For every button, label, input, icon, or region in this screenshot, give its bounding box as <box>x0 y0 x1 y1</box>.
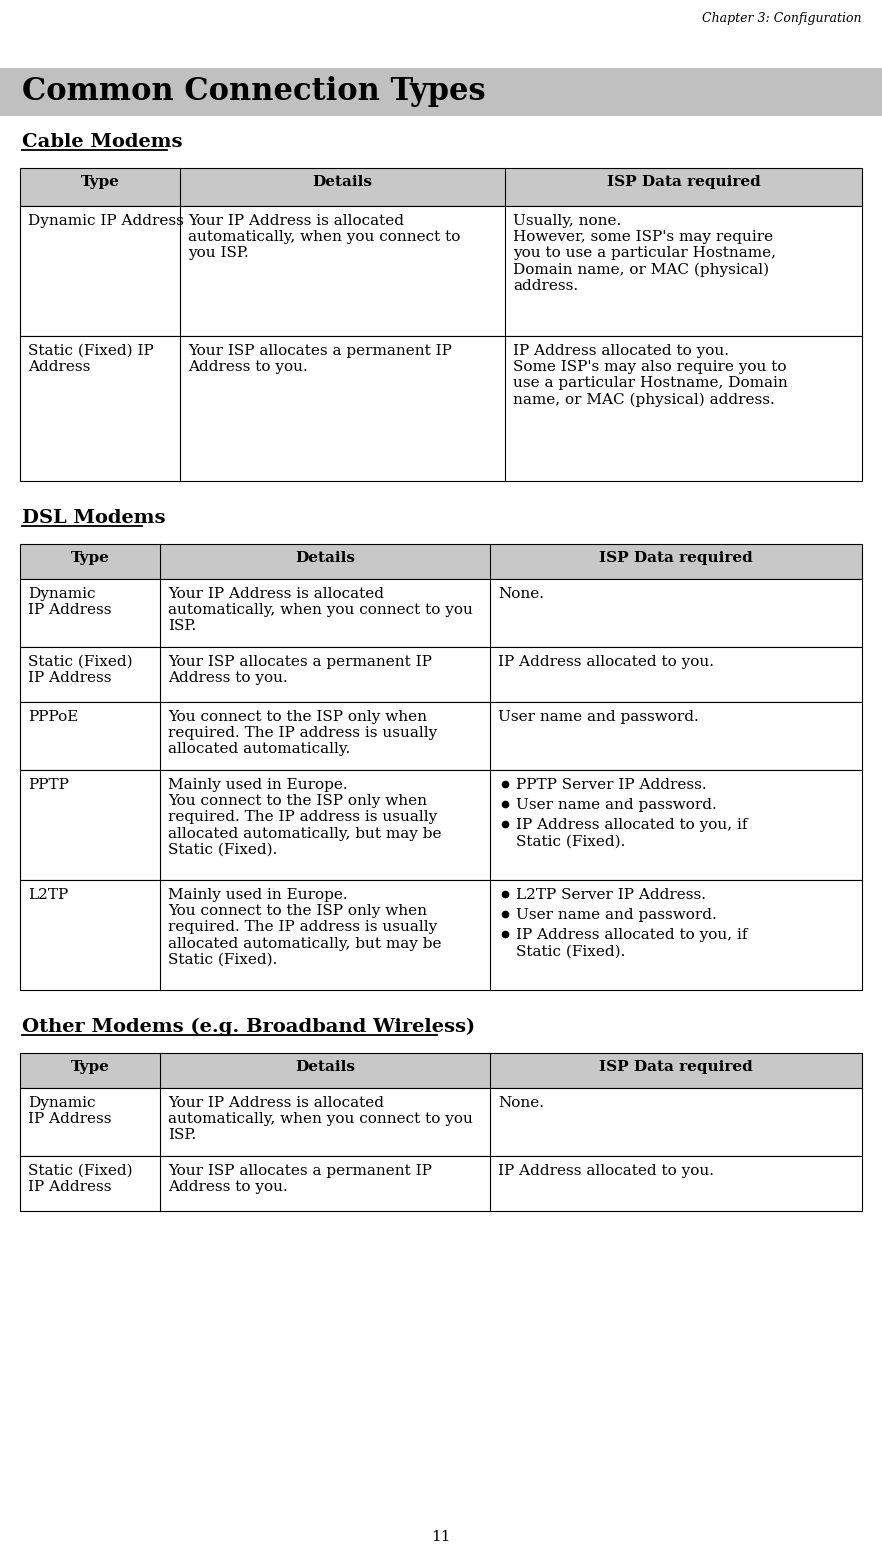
Text: None.: None. <box>498 1096 544 1110</box>
Bar <box>20 336 862 480</box>
Text: Your IP Address is allocated
automatically, when you connect to you
ISP.: Your IP Address is allocated automatical… <box>168 586 473 633</box>
Text: ISP Data required: ISP Data required <box>607 176 760 190</box>
Bar <box>20 1088 862 1155</box>
Text: Other Modems (e.g. Broadband Wireless): Other Modems (e.g. Broadband Wireless) <box>22 1019 475 1036</box>
Bar <box>20 647 862 701</box>
Text: Dynamic
IP Address: Dynamic IP Address <box>28 586 111 617</box>
Text: Your IP Address is allocated
automatically, when you connect to you
ISP.: Your IP Address is allocated automatical… <box>168 1096 473 1143</box>
Bar <box>20 1155 862 1211</box>
Text: User name and password.: User name and password. <box>516 908 717 922</box>
Text: Dynamic
IP Address: Dynamic IP Address <box>28 1096 111 1126</box>
Bar <box>20 880 862 991</box>
Text: User name and password.: User name and password. <box>498 711 699 725</box>
Text: Type: Type <box>80 176 119 190</box>
Text: IP Address allocated to you, if
Static (Fixed).: IP Address allocated to you, if Static (… <box>516 928 748 958</box>
Text: Details: Details <box>295 550 355 564</box>
Text: Dynamic IP Address: Dynamic IP Address <box>28 215 183 229</box>
Bar <box>20 578 862 647</box>
Bar <box>20 168 862 205</box>
Text: IP Address allocated to you.: IP Address allocated to you. <box>498 655 714 669</box>
Text: ISP Data required: ISP Data required <box>599 550 753 564</box>
Text: Static (Fixed) IP
Address: Static (Fixed) IP Address <box>28 344 153 375</box>
Text: Mainly used in Europe.
You connect to the ISP only when
required. The IP address: Mainly used in Europe. You connect to th… <box>168 778 442 857</box>
Text: You connect to the ISP only when
required. The IP address is usually
allocated a: You connect to the ISP only when require… <box>168 711 437 756</box>
Text: L2TP Server IP Address.: L2TP Server IP Address. <box>516 888 706 902</box>
Bar <box>0 68 882 117</box>
Text: ISP Data required: ISP Data required <box>599 1061 753 1075</box>
Text: Details: Details <box>295 1061 355 1075</box>
Text: User name and password.: User name and password. <box>516 798 717 812</box>
Bar <box>20 701 862 770</box>
Text: Mainly used in Europe.
You connect to the ISP only when
required. The IP address: Mainly used in Europe. You connect to th… <box>168 888 442 967</box>
Bar <box>20 1053 862 1088</box>
Text: IP Address allocated to you.: IP Address allocated to you. <box>498 1165 714 1179</box>
Text: Your ISP allocates a permanent IP
Address to you.: Your ISP allocates a permanent IP Addres… <box>168 655 432 686</box>
Text: Cable Modems: Cable Modems <box>22 134 183 151</box>
Text: Common Connection Types: Common Connection Types <box>22 76 486 107</box>
Text: L2TP: L2TP <box>28 888 68 902</box>
Text: Your IP Address is allocated
automatically, when you connect to
you ISP.: Your IP Address is allocated automatical… <box>188 215 460 260</box>
Text: 11: 11 <box>431 1530 451 1544</box>
Text: Type: Type <box>71 1061 109 1075</box>
Text: PPPoE: PPPoE <box>28 711 78 725</box>
Text: Usually, none.
However, some ISP's may require
you to use a particular Hostname,: Usually, none. However, some ISP's may r… <box>513 215 776 294</box>
Text: PPTP Server IP Address.: PPTP Server IP Address. <box>516 778 706 791</box>
Text: Details: Details <box>312 176 372 190</box>
Text: IP Address allocated to you.
Some ISP's may also require you to
use a particular: IP Address allocated to you. Some ISP's … <box>513 344 788 407</box>
Text: Your ISP allocates a permanent IP
Address to you.: Your ISP allocates a permanent IP Addres… <box>168 1165 432 1194</box>
Bar <box>20 205 862 336</box>
Bar <box>20 770 862 880</box>
Text: PPTP: PPTP <box>28 778 69 791</box>
Text: DSL Modems: DSL Modems <box>22 508 166 527</box>
Text: Your ISP allocates a permanent IP
Address to you.: Your ISP allocates a permanent IP Addres… <box>188 344 452 375</box>
Bar <box>20 544 862 578</box>
Text: Chapter 3: Configuration: Chapter 3: Configuration <box>702 12 862 25</box>
Text: Static (Fixed)
IP Address: Static (Fixed) IP Address <box>28 655 132 686</box>
Text: Static (Fixed)
IP Address: Static (Fixed) IP Address <box>28 1165 132 1194</box>
Text: None.: None. <box>498 586 544 600</box>
Text: IP Address allocated to you, if
Static (Fixed).: IP Address allocated to you, if Static (… <box>516 818 748 849</box>
Text: Type: Type <box>71 550 109 564</box>
